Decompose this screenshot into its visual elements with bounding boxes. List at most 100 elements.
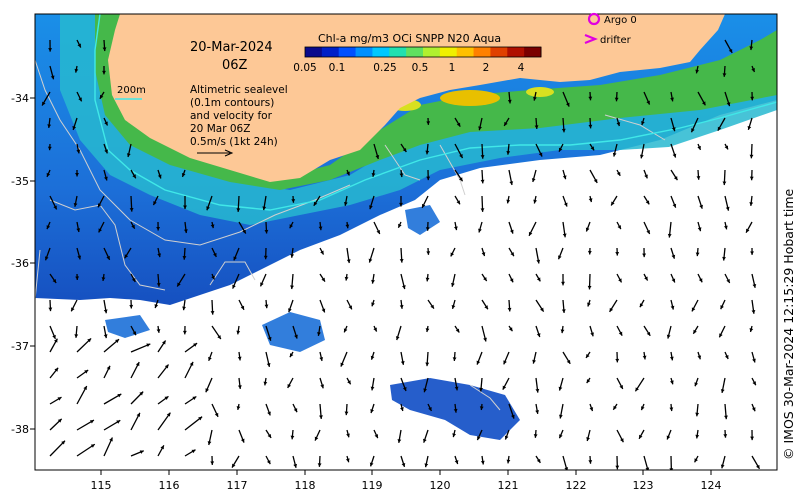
chl-patch bbox=[405, 205, 440, 235]
velocity-arrow bbox=[750, 91, 755, 101]
velocity-arrow bbox=[97, 195, 105, 208]
velocity-arrow bbox=[479, 403, 484, 411]
velocity-arrow bbox=[264, 221, 269, 234]
velocity-arrow bbox=[103, 338, 120, 353]
velocity-arrow bbox=[609, 299, 618, 313]
velocity-arrow bbox=[695, 65, 700, 74]
velocity-arrow bbox=[346, 169, 350, 176]
velocity-arrow bbox=[319, 247, 325, 255]
velocity-arrow bbox=[610, 195, 618, 206]
velocity-arrow bbox=[397, 221, 402, 229]
velocity-arrow bbox=[292, 403, 298, 413]
velocity-arrow bbox=[506, 143, 511, 155]
velocity-arrow bbox=[535, 247, 541, 264]
velocity-arrow bbox=[476, 351, 483, 365]
velocity-arrow bbox=[76, 369, 89, 379]
colorbar-tick-label: 0.25 bbox=[373, 62, 396, 74]
x-axis: 115 116 117 118 119 120 121 122 123 124 bbox=[91, 470, 722, 492]
velocity-arrow bbox=[70, 299, 78, 312]
velocity-arrow bbox=[400, 403, 404, 412]
velocity-arrow bbox=[49, 195, 58, 210]
velocity-arrow bbox=[503, 117, 510, 127]
velocity-arrow bbox=[368, 247, 375, 263]
y-axis: -34 -35 -36 -37 -38 bbox=[11, 92, 35, 436]
colorbar bbox=[304, 46, 542, 58]
velocity-arrow bbox=[130, 361, 140, 379]
velocity-arrow bbox=[74, 325, 79, 338]
velocity-arrow bbox=[562, 455, 569, 470]
velocity-arrow bbox=[156, 325, 161, 333]
colorbar-swatch bbox=[423, 47, 441, 57]
velocity-arrow bbox=[560, 325, 565, 334]
velocity-arrow bbox=[425, 143, 430, 155]
velocity-arrow bbox=[129, 195, 134, 212]
velocity-arrow bbox=[669, 403, 674, 412]
y-tick-label: -38 bbox=[11, 423, 29, 436]
velocity-arrow bbox=[589, 169, 598, 184]
velocity-arrow bbox=[182, 325, 187, 335]
velocity-arrow bbox=[670, 195, 677, 208]
velocity-arrow bbox=[616, 377, 624, 390]
velocity-arrow bbox=[670, 299, 675, 310]
velocity-arrow bbox=[317, 325, 321, 336]
velocity-arrow bbox=[290, 247, 295, 258]
velocity-arrow bbox=[561, 117, 566, 133]
velocity-arrow bbox=[558, 377, 564, 391]
velocity-arrow bbox=[103, 365, 111, 379]
velocity-arrow bbox=[156, 221, 161, 231]
velocity-arrow bbox=[346, 377, 352, 385]
velocity-arrow bbox=[44, 247, 51, 261]
velocity-arrow bbox=[395, 325, 402, 341]
velocity-arrow bbox=[49, 273, 57, 284]
velocity-arrow bbox=[210, 299, 215, 315]
velocity-arrow bbox=[670, 273, 676, 283]
credit-text: © IMOS 30-Mar-2024 12:15:29 Hobart time bbox=[781, 188, 796, 460]
y-tick-label: -35 bbox=[11, 175, 29, 188]
velocity-arrow bbox=[502, 377, 510, 390]
velocity-arrow bbox=[508, 247, 515, 257]
velocity-arrow bbox=[426, 247, 431, 255]
velocity-arrow bbox=[102, 65, 106, 75]
velocity-arrow bbox=[724, 195, 730, 211]
velocity-arrow bbox=[152, 195, 159, 206]
velocity-arrow bbox=[130, 391, 144, 405]
colorbar-tick-label: 2 bbox=[483, 62, 490, 74]
velocity-arrow bbox=[103, 437, 114, 457]
velocity-arrow bbox=[233, 247, 240, 261]
velocity-arrow bbox=[697, 91, 706, 106]
velocity-arrow bbox=[724, 403, 728, 420]
velocity-arrow bbox=[157, 169, 162, 179]
velocity-arrow bbox=[157, 445, 165, 457]
velocity-arrow bbox=[369, 455, 375, 467]
colorbar-frame bbox=[304, 46, 542, 58]
velocity-arrow bbox=[129, 299, 134, 309]
velocity-arrow bbox=[211, 403, 219, 418]
velocity-arrow bbox=[724, 91, 731, 107]
velocity-arrow bbox=[397, 429, 402, 444]
velocity-arrow bbox=[639, 299, 645, 308]
velocity-arrow bbox=[292, 455, 298, 468]
velocity-arrow bbox=[210, 455, 215, 465]
velocity-arrow bbox=[373, 325, 378, 332]
velocity-arrow bbox=[236, 403, 241, 411]
velocity-arrow bbox=[182, 299, 186, 311]
velocity-arrow bbox=[693, 455, 699, 463]
chl-hotspot bbox=[440, 90, 500, 106]
velocity-arrow bbox=[126, 143, 132, 158]
velocity-arrow bbox=[76, 385, 88, 405]
velocity-arrow bbox=[454, 169, 464, 182]
velocity-arrow bbox=[99, 91, 105, 100]
velocity-arrow bbox=[424, 455, 429, 468]
velocity-arrow bbox=[533, 91, 537, 101]
velocity-arrow bbox=[588, 455, 593, 464]
drifter-legend-label: drifter bbox=[600, 35, 632, 46]
velocity-arrow bbox=[508, 273, 514, 283]
velocity-arrow bbox=[481, 247, 486, 257]
y-tick-label: -36 bbox=[11, 257, 29, 270]
velocity-arrow bbox=[103, 117, 109, 126]
velocity-arrow bbox=[535, 273, 541, 282]
velocity-arrow bbox=[453, 403, 458, 413]
velocity-arrow bbox=[532, 351, 537, 364]
velocity-arrow bbox=[343, 325, 348, 333]
colorbar-swatch bbox=[355, 47, 373, 57]
